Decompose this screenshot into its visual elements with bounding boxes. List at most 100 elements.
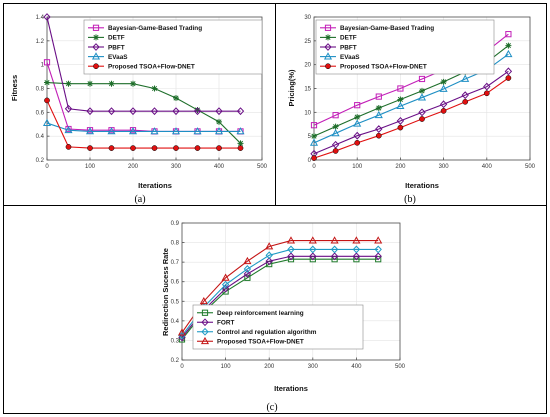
legend-label: FORT	[217, 320, 234, 327]
data-point	[352, 245, 361, 254]
series-4	[177, 236, 383, 336]
y-tick-label: 0.6	[171, 280, 180, 286]
series-line	[46, 100, 241, 149]
legend: Deep reinforcement learning FORT Control a…	[192, 304, 364, 350]
data-point	[86, 107, 94, 116]
y-tick-label: 0.3	[171, 338, 180, 344]
legend-label: DETF	[340, 35, 357, 42]
legend-marker	[91, 52, 101, 60]
legend-item: Proposed TSOA+Flow-DNET	[320, 63, 427, 71]
legend: Bayesian-Game-Based Trading DETF PBFT EVaaS…	[83, 19, 263, 75]
x-tick-label: 100	[352, 164, 363, 170]
data-point	[43, 13, 51, 21]
legend-item: Control and regulation algorithm	[197, 327, 317, 336]
data-point	[504, 49, 513, 58]
legend-item: PBFT	[320, 43, 357, 51]
data-point	[352, 236, 361, 244]
data-point	[199, 296, 208, 305]
legend-marker	[324, 24, 332, 31]
data-point	[44, 79, 50, 86]
panel-c-label: (c)	[266, 402, 277, 413]
x-tick-label: 500	[525, 164, 536, 170]
legend-marker	[323, 52, 333, 60]
redirection-success-chart: 0 100 200 300 400 500 0.2 0.3 0.4 0.5 0.6 0.7 0.8 0.9…	[161, 221, 406, 393]
legend-marker	[92, 43, 100, 51]
data-point	[173, 95, 179, 102]
data-point	[130, 80, 136, 87]
data-point	[107, 127, 116, 135]
data-point	[310, 122, 318, 129]
legend-marker	[93, 63, 99, 70]
data-point	[396, 101, 405, 110]
axes-box	[181, 222, 401, 361]
legend-label: PBFT	[340, 44, 357, 51]
y-tick-label: 0.2	[36, 158, 45, 164]
data-point	[151, 145, 158, 151]
x-tick-label: 500	[395, 364, 406, 370]
legend-item: FORT	[197, 318, 234, 327]
x-tick-label: 400	[214, 164, 225, 170]
data-point	[397, 124, 404, 131]
series-line	[181, 248, 379, 336]
x-tick-label: 0	[312, 164, 316, 170]
x-tick-label: 400	[351, 364, 362, 370]
legend-item: Bayesian-Game-Based Trading	[88, 24, 202, 32]
legend-item: EVaaS	[88, 52, 128, 61]
data-point	[216, 118, 222, 125]
legend-item: Proposed TSOA+Flow-DNET	[197, 336, 304, 346]
data-point	[354, 139, 361, 146]
y-tick-label: 5	[308, 134, 312, 140]
y-tick-label: 0	[308, 158, 312, 164]
y-axis-label: Pricing(%)	[287, 69, 296, 107]
x-axis-label: Iterations	[138, 181, 172, 190]
x-tick-label: 0	[45, 164, 49, 170]
y-tick-label: 0.6	[36, 110, 45, 116]
series-5	[44, 97, 244, 151]
legend-label: EVaaS	[340, 54, 360, 61]
data-point	[332, 123, 339, 130]
data-point	[439, 100, 448, 109]
legend-marker	[324, 43, 332, 51]
legend-box	[83, 19, 263, 75]
y-tick-label: 1	[41, 63, 45, 69]
fitness-chart: 0 100 200 300 400 500 0.2 0.4 0.6 0.8 1 1.2 1.4 Itera…	[10, 13, 268, 190]
data-point	[150, 107, 159, 116]
legend-item: PBFT	[88, 43, 125, 51]
legend-box	[315, 19, 495, 75]
data-point	[439, 84, 448, 92]
y-axis-label: Redirection Sucess Rate	[161, 248, 170, 336]
legend-label: Proposed TSOA+Flow-DNET	[217, 339, 304, 346]
data-point	[173, 145, 179, 151]
data-point	[286, 236, 296, 244]
data-point	[374, 252, 382, 261]
data-point	[287, 252, 295, 261]
y-tick-label: 0.7	[171, 260, 180, 266]
data-point	[418, 75, 426, 83]
data-point	[461, 74, 470, 82]
data-point	[440, 78, 447, 85]
panel-b-label: (b)	[404, 194, 416, 205]
data-point	[505, 75, 512, 81]
series-5	[311, 75, 512, 161]
legend-item: Proposed TSOA+Flow-DNET	[88, 63, 195, 71]
data-point	[505, 31, 512, 38]
data-point	[108, 80, 115, 87]
legend-marker	[201, 309, 209, 316]
data-point	[309, 138, 319, 146]
legend-marker	[325, 63, 331, 70]
data-point	[375, 132, 382, 139]
data-point	[193, 127, 202, 135]
data-point	[375, 93, 382, 100]
data-point	[130, 145, 136, 151]
y-tick-label: 20	[304, 63, 311, 69]
data-point	[419, 116, 425, 122]
series-4	[42, 118, 245, 135]
series-line	[46, 122, 241, 132]
data-point	[374, 245, 382, 254]
x-tick-label: 300	[439, 164, 450, 170]
panel-a-label: (a)	[134, 194, 145, 205]
data-point	[178, 331, 186, 340]
y-tick-label: 0.5	[171, 299, 180, 305]
data-point	[417, 93, 427, 101]
